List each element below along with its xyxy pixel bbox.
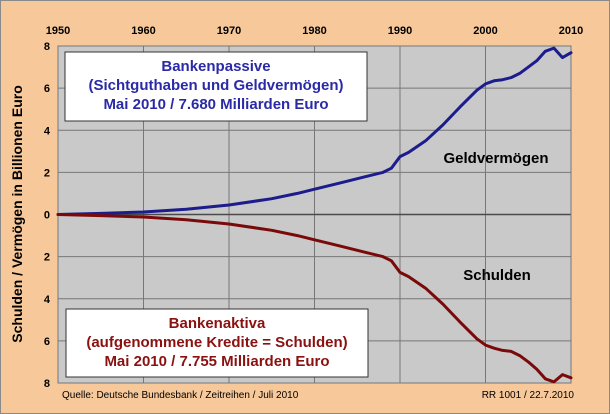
series-label-geldvermoegen: Geldvermögen — [443, 150, 548, 167]
y-tick-label: 8 — [44, 41, 50, 53]
x-tick-label: 1960 — [131, 25, 155, 37]
series-line-geldvermoegen — [56, 46, 573, 216]
y-tick-label: 2 — [44, 252, 50, 264]
assets-box-line-3: Mai 2010 / 7.680 Milliarden Euro — [103, 96, 328, 113]
y-tick-label: 8 — [44, 378, 50, 390]
x-tick-label: 2000 — [473, 25, 497, 37]
y-tick-label: 4 — [44, 125, 51, 137]
series-line-schulden — [56, 213, 573, 384]
reference-note: RR 1001 / 22.7.2010 — [482, 390, 575, 401]
y-tick-label: 6 — [44, 83, 50, 95]
x-tick-label: 1980 — [302, 25, 326, 37]
y-tick-label: 2 — [44, 167, 50, 179]
y-tick-labels: 8 6 4 2 0 2 4 6 8 — [44, 41, 51, 390]
y-tick-label: 4 — [44, 294, 51, 306]
liabilities-annotation-box: Bankenaktiva (aufgenommene Kredite = Sch… — [65, 308, 369, 378]
y-tick-label: 0 — [44, 210, 50, 222]
x-tick-labels: 1950 1960 1970 1980 1990 2000 2010 — [46, 25, 583, 37]
series-label-schulden: Schulden — [463, 267, 531, 284]
liabilities-box-line-1: Bankenaktiva — [169, 315, 266, 332]
assets-box-line-1: Bankenpassive — [161, 58, 270, 75]
assets-box-line-2: (Sichtguthaben und Geldvermögen) — [88, 77, 343, 94]
y-tick-label: 6 — [44, 336, 50, 348]
x-tick-label: 1990 — [388, 25, 412, 37]
x-tick-label: 1970 — [217, 25, 241, 37]
series-lines — [56, 46, 573, 384]
x-tick-label: 1950 — [46, 25, 70, 37]
liabilities-box-line-3: Mai 2010 / 7.755 Milliarden Euro — [104, 353, 329, 370]
x-tick-label: 2010 — [559, 25, 583, 37]
y-axis-label: Schulden / Vermögen in Billionen Euro — [9, 85, 25, 342]
assets-annotation-box: Bankenpassive (Sichtguthaben und Geldver… — [64, 51, 368, 122]
source-note: Quelle: Deutsche Bundesbank / Zeitreihen… — [62, 390, 299, 401]
liabilities-box-line-2: (aufgenommene Kredite = Schulden) — [86, 334, 347, 351]
